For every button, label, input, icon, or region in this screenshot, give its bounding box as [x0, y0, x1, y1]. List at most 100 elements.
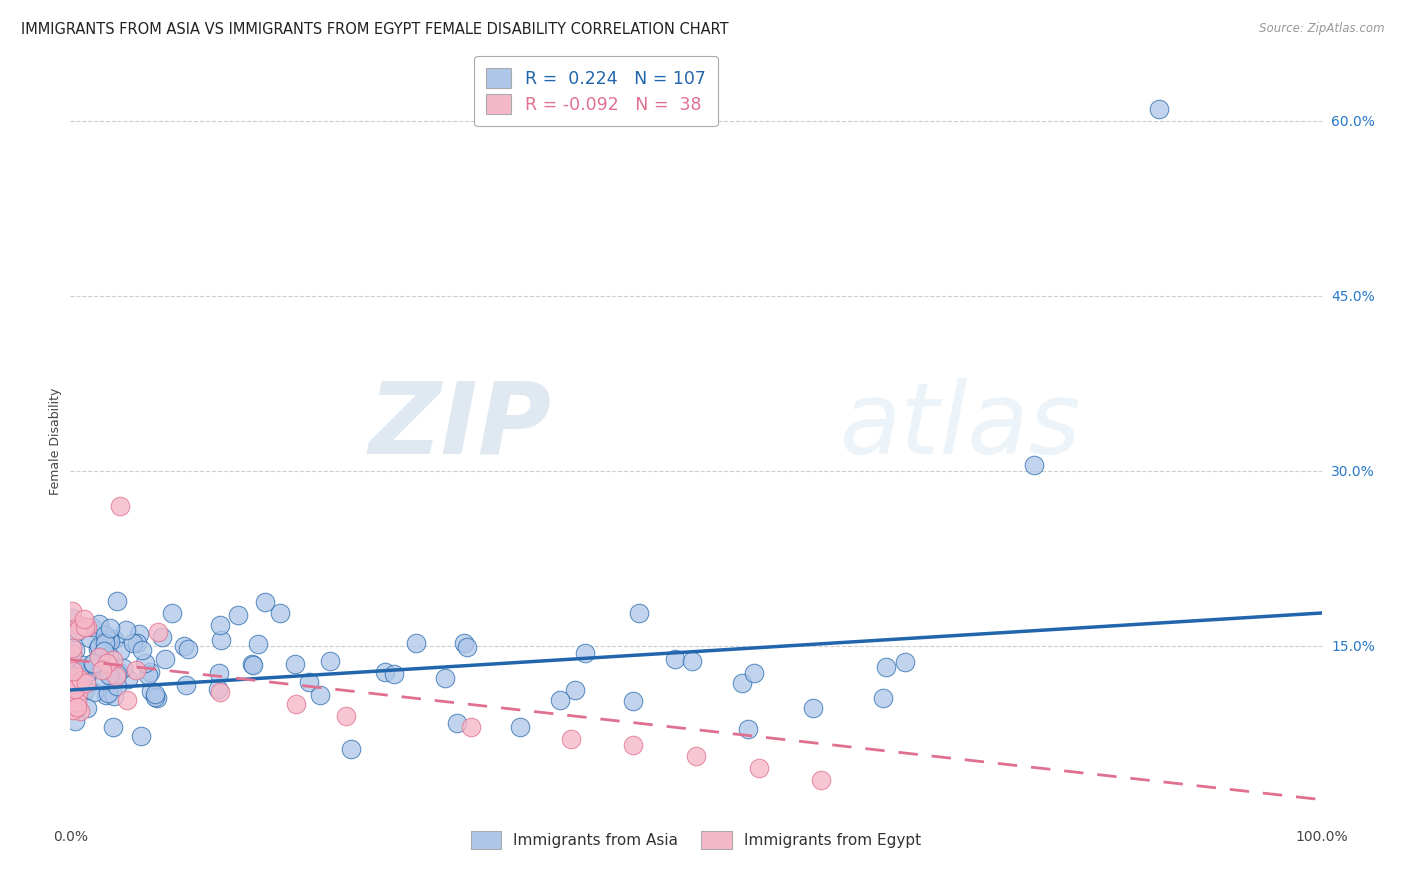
Point — [308, 688, 330, 702]
Point — [110, 499, 132, 513]
Point — [453, 636, 475, 650]
Point — [62, 703, 84, 717]
Point — [131, 643, 153, 657]
Point — [103, 689, 125, 703]
Point — [207, 665, 229, 680]
Point — [893, 655, 915, 669]
Point — [685, 749, 707, 764]
Point — [66, 686, 89, 700]
Point — [160, 606, 183, 620]
Point — [60, 611, 83, 625]
Point — [621, 694, 644, 708]
Point — [97, 632, 120, 646]
Point — [284, 657, 307, 672]
Point — [89, 639, 111, 653]
Point — [460, 720, 482, 734]
Point — [242, 657, 264, 672]
Point — [382, 666, 405, 681]
Point — [66, 695, 89, 709]
Point — [574, 646, 596, 660]
Point — [83, 684, 105, 698]
Point — [134, 656, 156, 670]
Point — [801, 701, 824, 715]
Point — [67, 623, 90, 637]
Point — [136, 668, 159, 682]
Point — [73, 620, 96, 634]
Point — [742, 666, 765, 681]
Point — [62, 664, 84, 678]
Point — [173, 640, 195, 654]
Point — [875, 660, 897, 674]
Point — [627, 606, 650, 620]
Point — [139, 684, 162, 698]
Point — [128, 627, 150, 641]
Point — [69, 673, 91, 688]
Point — [560, 731, 582, 746]
Point — [226, 608, 249, 623]
Point — [748, 761, 770, 775]
Point — [209, 618, 232, 632]
Point — [564, 683, 586, 698]
Point — [94, 636, 117, 650]
Point — [60, 604, 83, 618]
Point — [97, 649, 120, 664]
Point — [89, 648, 111, 663]
Point — [72, 658, 94, 673]
Point — [737, 723, 759, 737]
Point — [509, 720, 531, 734]
Point — [82, 656, 104, 670]
Point — [67, 678, 90, 692]
Point — [664, 651, 686, 665]
Point — [1022, 458, 1045, 472]
Point — [67, 617, 90, 632]
Point — [269, 606, 291, 620]
Y-axis label: Female Disability: Female Disability — [49, 388, 62, 495]
Point — [98, 621, 121, 635]
Point — [87, 616, 110, 631]
Point — [76, 700, 98, 714]
Point — [340, 742, 363, 756]
Point — [117, 672, 139, 686]
Point — [97, 686, 120, 700]
Point — [87, 650, 110, 665]
Point — [101, 653, 124, 667]
Point — [105, 666, 128, 681]
Point — [177, 641, 200, 656]
Point — [112, 660, 135, 674]
Point — [100, 670, 122, 684]
Point — [62, 681, 84, 696]
Point — [298, 675, 321, 690]
Point — [548, 693, 571, 707]
Point — [82, 657, 104, 671]
Point — [93, 673, 115, 687]
Point — [153, 651, 176, 665]
Point — [207, 681, 229, 696]
Point — [1147, 102, 1170, 116]
Point — [104, 669, 127, 683]
Point — [246, 637, 269, 651]
Point — [810, 772, 832, 787]
Point — [146, 690, 169, 705]
Point — [621, 738, 644, 752]
Point — [105, 594, 128, 608]
Point — [89, 640, 111, 654]
Text: ZIP: ZIP — [368, 378, 553, 475]
Point — [240, 657, 263, 672]
Point — [98, 633, 121, 648]
Point — [101, 720, 124, 734]
Point — [96, 688, 118, 702]
Point — [284, 697, 307, 711]
Point — [76, 666, 98, 681]
Point — [150, 630, 173, 644]
Point — [65, 683, 87, 698]
Point — [63, 714, 86, 728]
Point — [93, 628, 115, 642]
Text: atlas: atlas — [839, 378, 1081, 475]
Legend: Immigrants from Asia, Immigrants from Egypt: Immigrants from Asia, Immigrants from Eg… — [464, 825, 928, 855]
Point — [86, 642, 108, 657]
Point — [122, 636, 145, 650]
Point — [80, 620, 103, 634]
Point — [124, 663, 146, 677]
Point — [681, 654, 703, 668]
Point — [75, 676, 97, 690]
